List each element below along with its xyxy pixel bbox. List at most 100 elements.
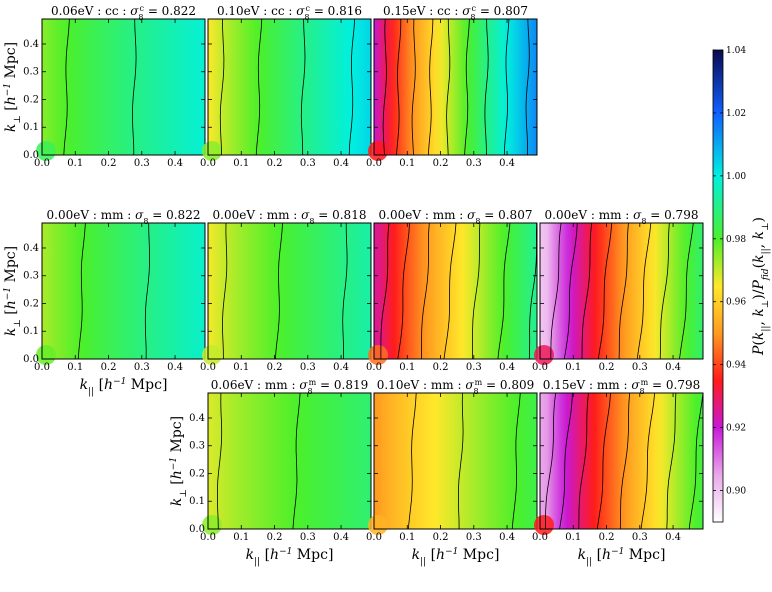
contour-line (275, 222, 283, 360)
contour-line (397, 222, 410, 360)
x-tick-label: 0.3 (300, 532, 316, 543)
contour-line (77, 222, 86, 360)
contour-line (578, 392, 589, 530)
x-tick-label: 0.2 (433, 362, 449, 373)
panel-title: 0.15eV : cc : σ8c = 0.807 (383, 4, 528, 22)
panel-title: 0.00eV : mm : σ8 = 0.807 (379, 208, 533, 226)
x-tick-label: 0.2 (101, 158, 117, 169)
contour-line (550, 222, 562, 360)
panel-frame (539, 222, 704, 360)
contour-line (619, 392, 631, 530)
contour-line (581, 222, 593, 360)
x-tick-label: 0.3 (300, 362, 316, 373)
y-tick-label: 0.1 (23, 326, 39, 337)
x-tick-label: 0.0 (200, 362, 216, 373)
x-tick-label: 0.3 (134, 158, 150, 169)
panel-p-10: 0.0 0.1 0.2 0.3 0.4 0.0 0.1 0.2 0.3 0.4 0.00eV : m… (3, 208, 206, 397)
x-tick-label: 0.2 (267, 158, 283, 169)
x-tick-label: 0.0 (366, 532, 382, 543)
contour-line (597, 222, 613, 360)
contour-line (484, 18, 489, 156)
colorbar-tick-label: 1.04 (726, 46, 746, 56)
x-tick-label: 0.3 (466, 362, 482, 373)
panel-frame (41, 18, 206, 156)
contour-line (144, 222, 151, 360)
panel-frame (539, 392, 704, 530)
x-tick-label: 0.4 (499, 362, 515, 373)
panel-title: 0.06eV : cc : σ8c = 0.822 (51, 4, 196, 22)
panel-p-02: 0.0 0.1 0.2 0.3 0.4 0.15eV : cc : σ8c = 0.807 (366, 4, 538, 169)
colorbar-label: P(k||, k⊥)/Pfid(k||, k⊥) (751, 217, 771, 356)
x-tick-label: 0.0 (366, 362, 382, 373)
x-tick-label: 0.2 (433, 158, 449, 169)
corner-region (534, 515, 554, 535)
x-tick-label: 0.0 (200, 158, 216, 169)
x-tick-label: 0.4 (665, 362, 681, 373)
contour-line (348, 18, 356, 156)
x-tick-label: 0.0 (200, 532, 216, 543)
y-tick-label: 0.1 (189, 496, 205, 507)
y-tick-label: 0.1 (23, 122, 39, 133)
panel-frame (373, 18, 538, 156)
contour-line (427, 18, 434, 156)
x-tick-label: 0.1 (565, 362, 581, 373)
x-tick-label: 0.0 (532, 362, 548, 373)
y-tick-label: 0.0 (189, 524, 205, 535)
contour-line (421, 222, 430, 359)
panel-frame (207, 222, 372, 360)
y-tick-label: 0.4 (23, 39, 39, 50)
contour-line (511, 392, 521, 530)
x-tick-label: 0.4 (499, 158, 515, 169)
contour-line (497, 222, 511, 360)
heatmap-field (374, 223, 537, 359)
panels-group: 0.0 0.1 0.2 0.3 0.4 0.0 0.1 0.2 0.3 0.4 0.06eV : c… (3, 4, 704, 567)
contour-line (472, 222, 481, 360)
panel-title: 0.00eV : mm : σ8 = 0.818 (213, 208, 367, 226)
x-tick-label: 0.1 (399, 158, 415, 169)
y-axis-label: k⊥ [h−1 Mpc] (3, 246, 23, 336)
panel-title: 0.00eV : mm : σ8 = 0.822 (47, 208, 201, 226)
contour-line (464, 18, 470, 156)
panel-p-01: 0.0 0.1 0.2 0.3 0.4 0.10eV : cc : σ8c = 0.816 (200, 4, 372, 169)
panel-p-12: 0.0 0.1 0.2 0.3 0.4 0.00eV : mm : σ8 = 0.807 (366, 208, 538, 373)
x-tick-label: 0.3 (632, 362, 648, 373)
x-tick-label: 0.3 (466, 532, 482, 543)
y-tick-label: 0.4 (23, 243, 39, 254)
y-tick-label: 0.0 (23, 354, 39, 365)
heatmap-field (208, 393, 371, 529)
x-tick-label: 0.4 (167, 362, 183, 373)
colorbar-tick-label: 1.02 (726, 109, 746, 119)
x-tick-label: 0.3 (632, 532, 648, 543)
x-tick-label: 0.1 (233, 158, 249, 169)
contour-line (545, 392, 557, 529)
contour-line (411, 18, 416, 156)
corner-region (202, 515, 222, 535)
heatmap-field (374, 19, 537, 155)
y-tick-label: 0.0 (23, 150, 39, 161)
contour-line (219, 19, 225, 156)
panel-frame (207, 392, 372, 530)
contour-line (63, 18, 70, 156)
panel-frame (41, 222, 206, 360)
contour-line (525, 18, 530, 156)
x-tick-label: 0.4 (167, 158, 183, 169)
colorbar-tick-label: 0.92 (726, 424, 746, 434)
colorbar-gradient (712, 49, 724, 523)
x-tick-label: 0.3 (466, 158, 482, 169)
x-tick-label: 0.4 (333, 532, 349, 543)
x-axis-label: k|| [h−1 Mpc] (246, 547, 334, 567)
contour-line (443, 222, 457, 360)
panel-title: 0.10eV : mm : σ8m = 0.809 (377, 378, 535, 396)
heatmap-field (540, 393, 703, 529)
contour-line (446, 18, 451, 156)
panel-title: 0.15eV : mm : σ8m = 0.798 (543, 378, 701, 396)
y-axis-label: k⊥ [h−1 Mpc] (169, 416, 189, 506)
y-tick-label: 0.3 (23, 271, 39, 282)
heatmap-field (208, 19, 371, 155)
x-tick-label: 0.1 (67, 362, 83, 373)
contour-line (679, 222, 694, 360)
corner-region (202, 141, 222, 161)
panel-title: 0.06eV : mm : σ8m = 0.819 (211, 378, 369, 396)
panel-frame (373, 392, 538, 530)
y-tick-label: 0.2 (23, 298, 39, 309)
